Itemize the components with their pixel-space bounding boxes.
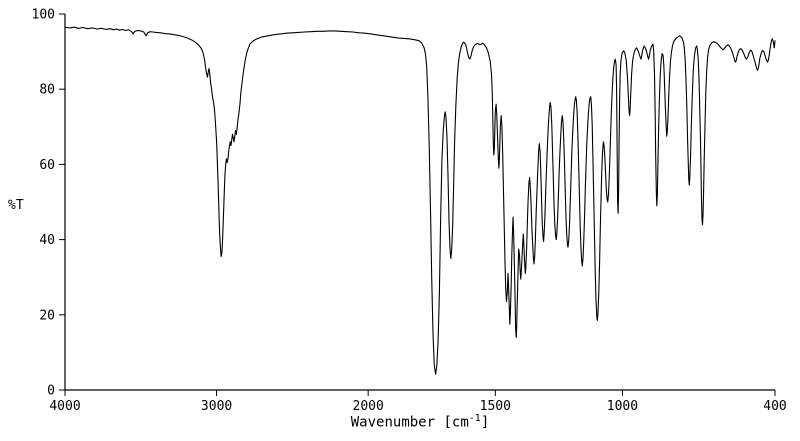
y-tick-label: 60: [39, 158, 55, 173]
x-tick-label: 1000: [607, 399, 638, 414]
x-axis-label-superscript: -1: [468, 413, 481, 424]
x-tick-label: 400: [763, 399, 786, 414]
x-axis-label-text: Wavenumber [cm: [350, 414, 469, 431]
y-tick-label: 0: [47, 384, 55, 399]
x-axis-label: Wavenumber [cm-1]: [65, 413, 775, 431]
x-tick-label: 4000: [49, 399, 80, 414]
y-tick-label: 80: [39, 83, 55, 98]
x-axis-label-suffix: ]: [480, 414, 490, 431]
y-tick-label: 20: [39, 308, 55, 323]
x-tick-label: 3000: [201, 399, 232, 414]
y-axis-label: %T: [8, 198, 24, 213]
x-tick-label: 1500: [480, 399, 511, 414]
y-tick-label: 40: [39, 233, 55, 248]
spectrum-trace: [64, 26, 776, 375]
x-tick-label: 2000: [353, 399, 384, 414]
y-tick-label: 100: [32, 8, 55, 23]
